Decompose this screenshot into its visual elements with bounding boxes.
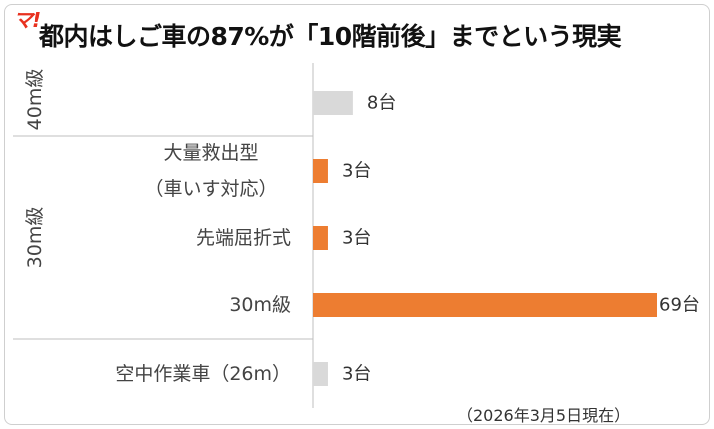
value-label: 3台 — [342, 364, 371, 385]
value-label: 8台 — [367, 93, 396, 114]
bar — [313, 362, 328, 386]
value-label: 69台 — [659, 295, 700, 316]
chart-title: 都内はしご車の87%が「10階前後」までという現実 — [39, 22, 622, 51]
bars — [313, 91, 657, 386]
group-label: 30m級 — [24, 207, 46, 269]
bar — [313, 226, 328, 250]
group-label: 40m級 — [24, 69, 46, 131]
value-labels: 8台 3台 3台 69台 3台 — [342, 93, 700, 385]
category-label: 大量救出型 — [163, 142, 258, 164]
bar — [313, 293, 657, 317]
chart-area: 40m級30m級大量救出型（車いす対応）先端屈折式30m級空中作業車（26m） … — [13, 63, 700, 408]
value-label: 3台 — [342, 228, 371, 249]
category-label: 先端屈折式 — [196, 227, 291, 249]
chart-card: マ! 都内はしご車の87%が「10階前後」までという現実 40m級 30m級 大量救… — [4, 4, 710, 425]
brand-logo: マ! — [13, 8, 41, 32]
as-of-note: （2026年3月5日現在） — [457, 406, 631, 425]
category-label: 空中作業車（26m） — [115, 363, 291, 385]
category-label: 30m級 — [229, 294, 291, 316]
bar — [313, 159, 328, 183]
value-label: 3台 — [342, 161, 371, 182]
category-sublabel: （車いす対応） — [144, 178, 277, 200]
bar — [313, 91, 353, 115]
